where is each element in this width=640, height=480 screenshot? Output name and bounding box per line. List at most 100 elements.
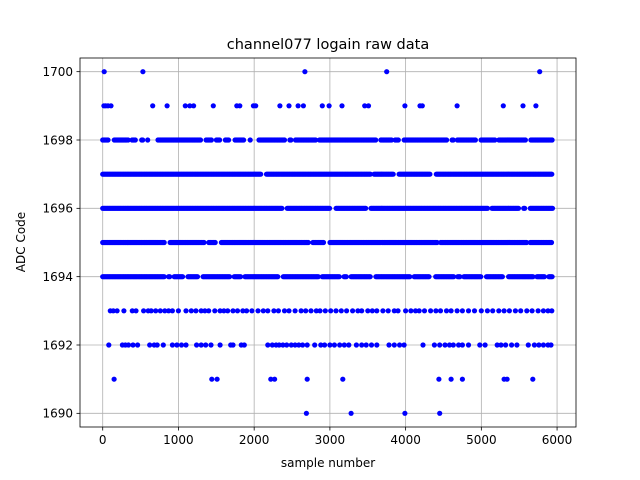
data-point bbox=[408, 308, 414, 314]
data-point bbox=[269, 342, 275, 348]
data-point bbox=[549, 171, 555, 177]
x-tick-label: 1000 bbox=[163, 433, 194, 447]
data-point bbox=[318, 342, 324, 348]
data-point bbox=[500, 103, 506, 109]
data-point bbox=[374, 342, 380, 348]
data-point bbox=[388, 137, 395, 143]
data-point bbox=[326, 103, 332, 109]
data-point bbox=[106, 342, 112, 348]
data-point bbox=[312, 342, 318, 348]
data-point bbox=[437, 410, 443, 416]
data-point bbox=[286, 103, 292, 109]
data-point bbox=[533, 103, 539, 109]
data-point bbox=[530, 376, 536, 382]
data-point bbox=[395, 137, 401, 143]
x-tick-label: 5000 bbox=[466, 433, 497, 447]
data-point bbox=[208, 342, 214, 348]
data-point bbox=[133, 308, 139, 314]
data-point bbox=[322, 308, 328, 314]
data-point bbox=[208, 137, 214, 143]
x-tick-label: 2000 bbox=[239, 433, 270, 447]
data-points bbox=[100, 69, 556, 416]
data-point bbox=[478, 274, 484, 280]
data-point bbox=[160, 342, 166, 348]
data-point bbox=[132, 137, 138, 143]
data-point bbox=[129, 308, 135, 314]
data-point bbox=[210, 103, 216, 109]
data-point bbox=[125, 342, 132, 348]
x-tick-label: 4000 bbox=[390, 433, 421, 447]
data-point bbox=[391, 342, 397, 348]
data-point bbox=[111, 376, 117, 382]
data-point bbox=[272, 376, 278, 382]
data-point bbox=[217, 308, 223, 314]
data-point bbox=[498, 342, 504, 348]
data-point bbox=[114, 308, 120, 314]
y-tick-label: 1690 bbox=[42, 407, 73, 421]
data-point bbox=[428, 308, 434, 314]
data-point bbox=[227, 274, 233, 280]
data-point bbox=[166, 308, 172, 314]
data-point bbox=[147, 342, 153, 348]
data-point bbox=[303, 410, 309, 416]
data-point bbox=[105, 137, 111, 143]
data-point bbox=[238, 274, 244, 280]
data-point bbox=[499, 274, 505, 280]
data-point bbox=[258, 171, 264, 177]
data-point bbox=[522, 137, 529, 143]
data-point bbox=[548, 342, 554, 348]
data-point bbox=[194, 342, 200, 348]
data-point bbox=[419, 103, 425, 109]
data-point bbox=[302, 69, 308, 75]
data-point bbox=[253, 103, 259, 109]
data-point bbox=[465, 342, 472, 348]
data-point bbox=[281, 308, 288, 314]
data-point bbox=[385, 308, 391, 314]
data-point bbox=[549, 308, 555, 314]
data-point bbox=[255, 308, 261, 314]
data-point bbox=[300, 103, 306, 109]
data-point bbox=[276, 342, 282, 348]
data-point bbox=[164, 103, 170, 109]
data-point bbox=[268, 376, 274, 382]
data-point bbox=[368, 342, 375, 348]
data-point bbox=[444, 137, 450, 143]
data-point bbox=[327, 205, 333, 211]
data-point bbox=[182, 103, 188, 109]
data-point bbox=[355, 308, 361, 314]
data-point bbox=[482, 342, 488, 348]
data-point bbox=[412, 308, 419, 314]
data-point bbox=[288, 137, 294, 143]
data-point bbox=[346, 342, 352, 348]
data-point bbox=[503, 342, 509, 348]
data-point bbox=[286, 308, 292, 314]
data-point bbox=[437, 342, 443, 348]
data-point bbox=[363, 205, 369, 211]
data-point bbox=[518, 308, 524, 314]
data-point bbox=[212, 239, 218, 246]
data-point bbox=[514, 342, 520, 348]
data-point bbox=[244, 308, 250, 314]
data-point bbox=[240, 308, 246, 314]
data-point bbox=[336, 274, 342, 280]
data-point bbox=[141, 308, 147, 314]
data-point bbox=[230, 342, 236, 348]
data-point bbox=[457, 274, 463, 280]
data-point bbox=[234, 308, 241, 314]
data-point bbox=[545, 308, 551, 314]
data-point bbox=[275, 274, 281, 280]
data-point bbox=[313, 137, 319, 143]
data-point bbox=[515, 205, 522, 211]
data-point bbox=[485, 205, 491, 211]
data-point bbox=[317, 308, 323, 314]
data-point bbox=[161, 274, 167, 280]
data-point bbox=[157, 308, 163, 314]
y-tick-label: 1696 bbox=[42, 202, 73, 216]
axis-ticks: 0 1000 2000 3000 4000 5000 6000 1690 1692 1694 169… bbox=[42, 65, 572, 447]
data-point bbox=[175, 308, 181, 314]
data-point bbox=[221, 308, 227, 314]
data-point bbox=[292, 308, 298, 314]
data-point bbox=[212, 308, 218, 314]
data-point bbox=[300, 342, 306, 348]
data-point bbox=[161, 239, 167, 246]
